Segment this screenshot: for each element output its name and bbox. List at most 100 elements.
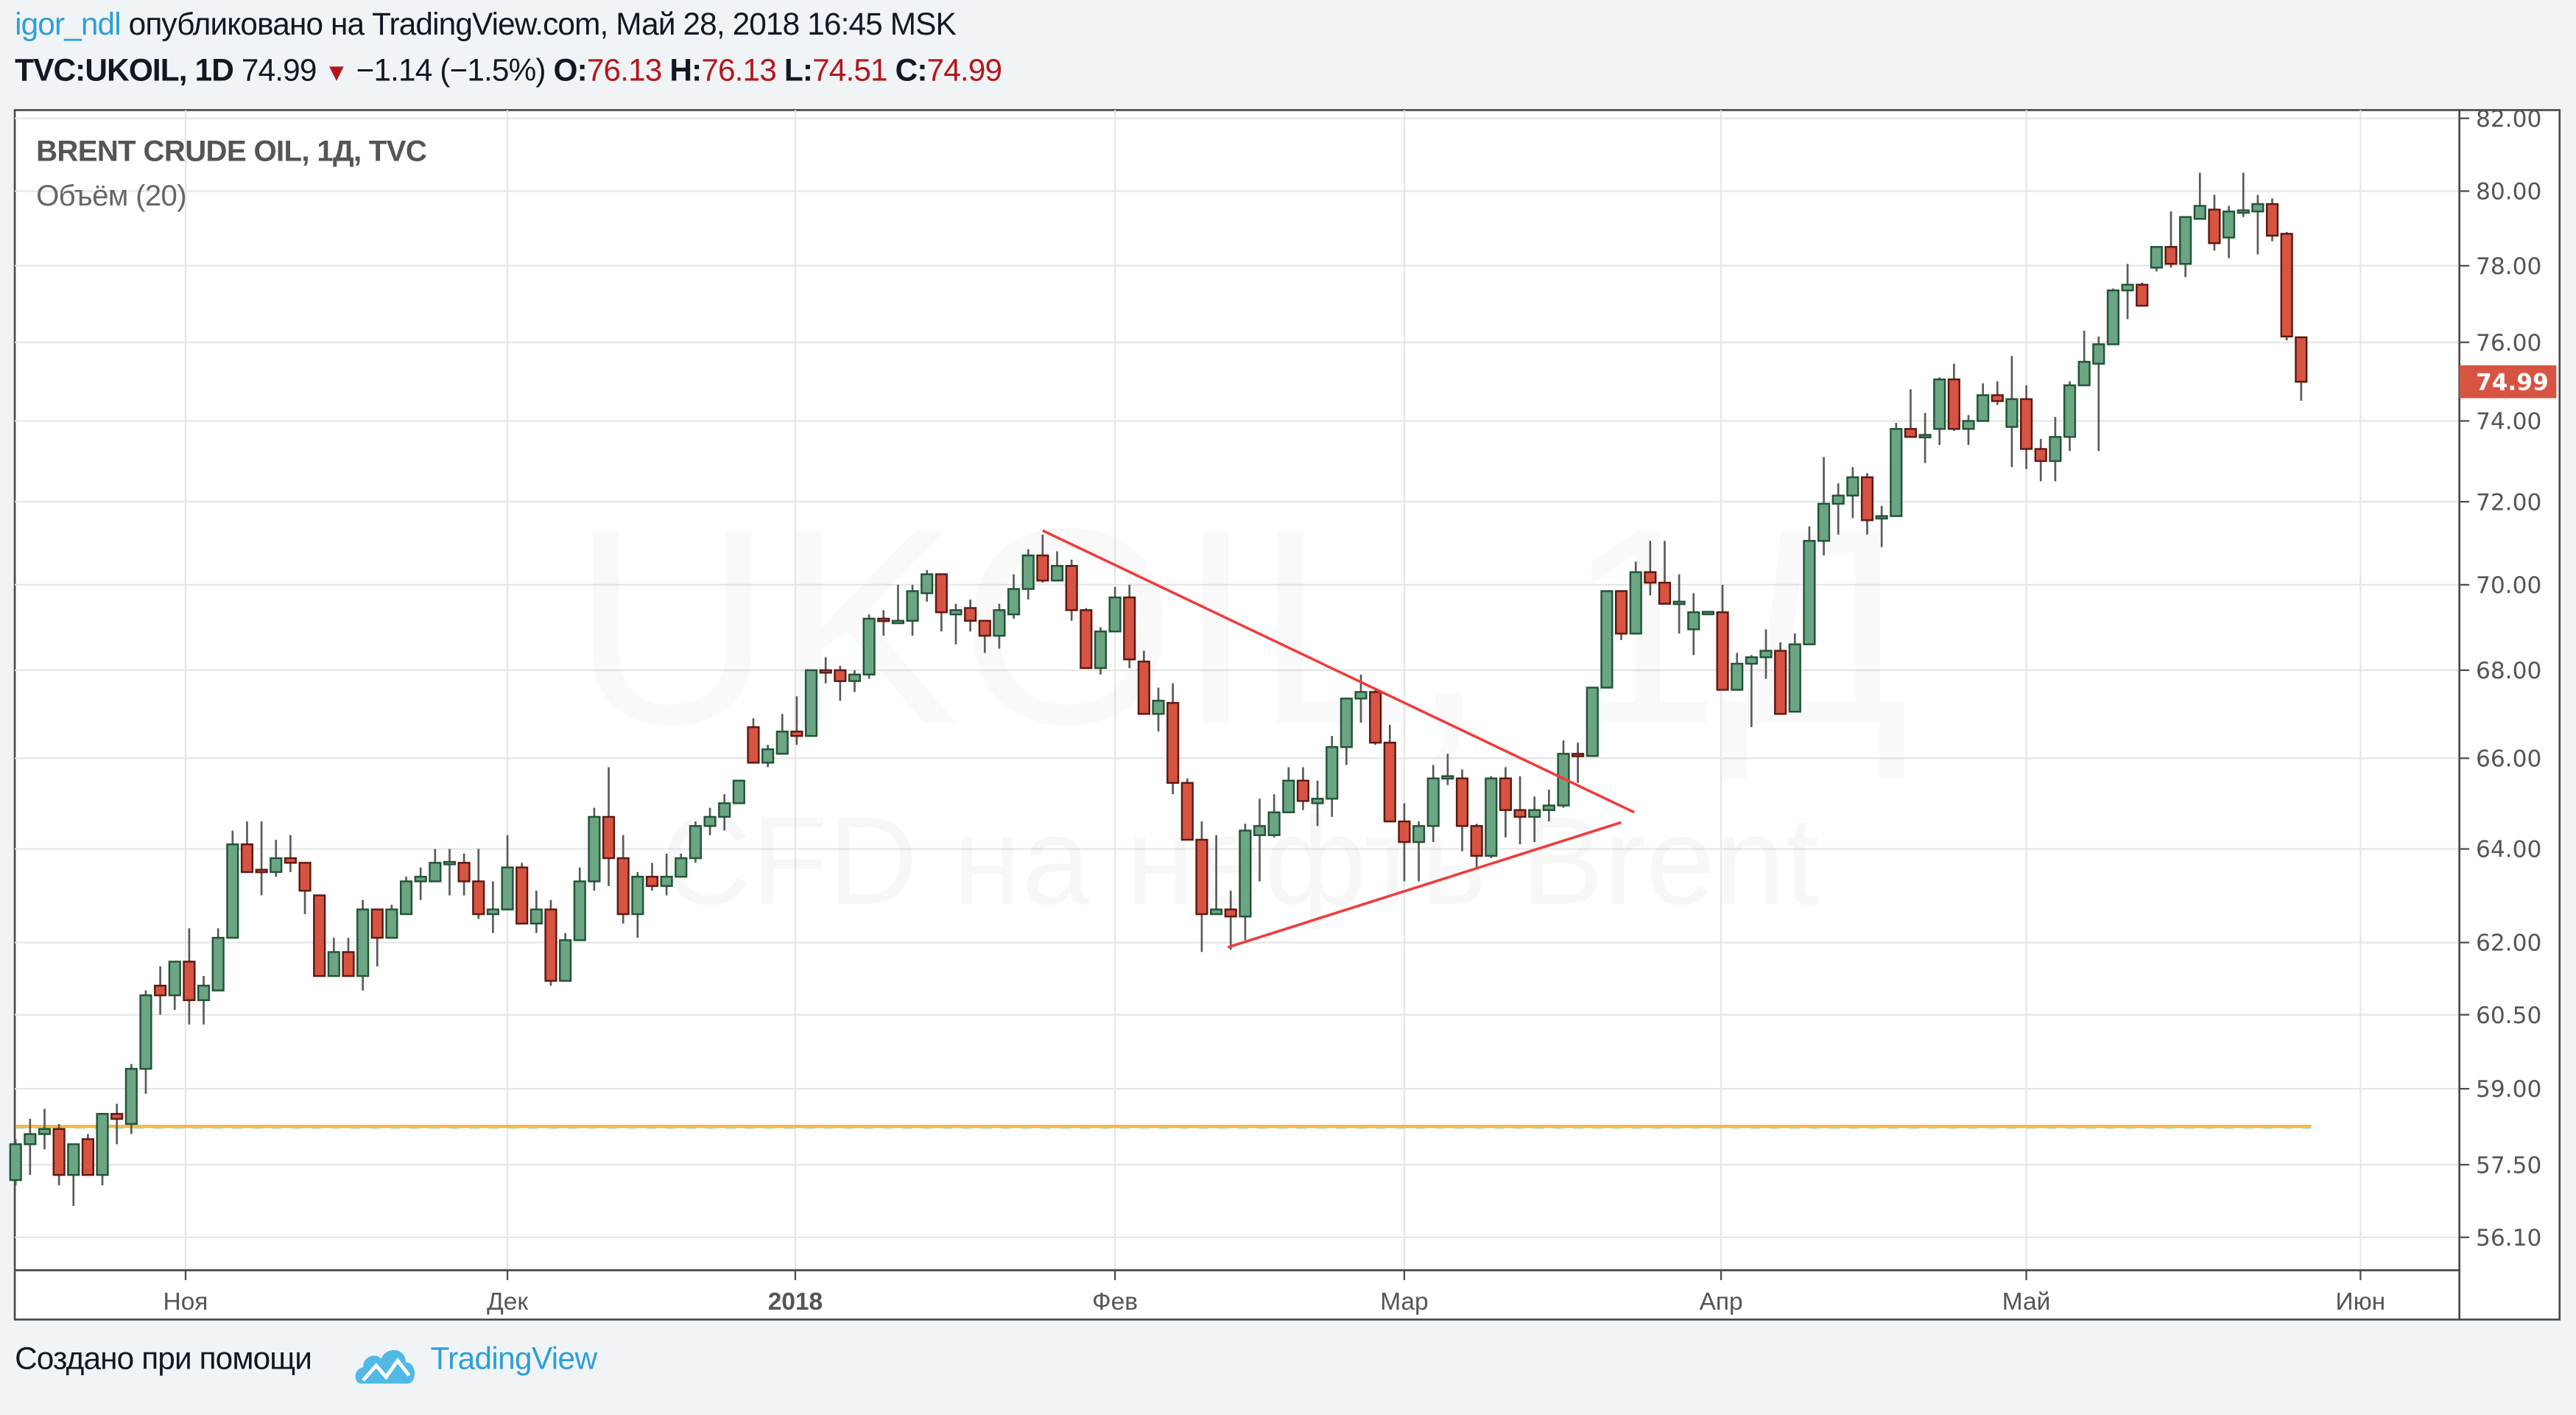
candle [616, 835, 630, 924]
candle [862, 614, 876, 679]
candle-body-up [399, 880, 413, 916]
candle-body-up [993, 609, 1006, 637]
price-tag-box [2459, 365, 2557, 398]
candle-body-down [1036, 554, 1049, 582]
candle [761, 745, 775, 768]
candle-body-down [284, 857, 298, 864]
candle-body-up [1528, 809, 1541, 818]
candle-body-up [775, 730, 789, 755]
candle-body-up [891, 619, 905, 625]
candle-body-up [2092, 343, 2105, 365]
close-value: 74.99 [926, 54, 1002, 89]
candle [168, 961, 181, 1010]
candle-body-up [1962, 420, 1975, 430]
candle-body-down [1455, 777, 1469, 827]
candle-body-down [1296, 779, 1310, 802]
author-link[interactable]: igor_ndl [15, 8, 122, 43]
volume-legend[interactable]: Объём (20) [36, 179, 187, 212]
candle-body-up [1875, 515, 1888, 520]
candle [1137, 650, 1150, 715]
candle-body-down [1398, 820, 1411, 843]
candle-body-down [1904, 428, 1918, 438]
price-tick-label: 62.00 [2476, 930, 2541, 957]
high-label: H: [669, 54, 702, 89]
price-tick-label: 60.50 [2476, 1003, 2541, 1029]
candle [197, 976, 211, 1025]
candle-body-down [370, 908, 384, 939]
time-tick-label: Май [2002, 1288, 2051, 1316]
candle-body-up [2077, 360, 2091, 387]
time-axis[interactable]: Ноя Дек 2018 Фев Мар Апр Май Июн [163, 1270, 2386, 1316]
candle [298, 862, 312, 915]
candle-body-down [1991, 394, 2004, 402]
candle-body-up [588, 815, 601, 882]
candle [284, 835, 298, 872]
candle-body-up [1441, 775, 1454, 780]
candle-body-up [1412, 825, 1426, 843]
candle [1180, 778, 1194, 841]
candle-body-up [1933, 378, 1946, 430]
candle-body-up [1745, 656, 1758, 665]
price-tick-label: 70.00 [2476, 572, 2541, 599]
candle-body-down [1947, 378, 1960, 430]
candle [24, 1118, 37, 1176]
candle [1716, 584, 1729, 691]
candle-body-up [906, 590, 919, 622]
candle-body-down [1137, 660, 1150, 715]
price-tick-label: 56.10 [2476, 1225, 2541, 1251]
candle-body-down [1572, 753, 1585, 757]
candle-body-down [2034, 448, 2047, 463]
candle [1629, 561, 1642, 635]
candle [2280, 231, 2293, 341]
candle [2237, 172, 2250, 217]
candle-body-down [81, 1138, 94, 1176]
candle [1788, 633, 1801, 713]
triangle-lower-trendline[interactable] [1227, 821, 1622, 949]
price-tick-label: 57.50 [2476, 1152, 2541, 1179]
candle-body-down [472, 880, 485, 916]
tradingview-link[interactable]: TradingView [430, 1342, 597, 1377]
candle-body-up [1542, 804, 1555, 811]
candle [1817, 457, 1831, 556]
candle [2034, 438, 2047, 482]
candle-body-up [1050, 565, 1064, 582]
candle-body-down [1614, 590, 1628, 635]
candle-body-up [529, 908, 543, 925]
candle [1239, 824, 1252, 941]
candle [1080, 608, 1093, 670]
close-label: C: [895, 54, 928, 89]
series-legend[interactable]: BRENT CRUDE OIL, 1Д, TVC [36, 134, 427, 168]
candle [1065, 559, 1078, 621]
candle [645, 863, 659, 891]
candle-body-up [949, 609, 963, 616]
candle [631, 871, 644, 938]
candle [370, 908, 384, 966]
candle [1152, 687, 1165, 732]
candle [183, 928, 196, 1025]
symbol-name: TVC:UKOIL, 1D [15, 54, 234, 89]
candle [1513, 776, 1527, 845]
candle-body-down [544, 908, 557, 982]
candle-body-down [2136, 284, 2149, 307]
candle-body-up [1209, 908, 1223, 916]
candle-body-up [270, 857, 283, 874]
candle-body-up [1586, 687, 1599, 757]
candle [9, 1139, 22, 1186]
candle-body-up [1108, 596, 1122, 633]
candle-body-up [356, 908, 370, 977]
price-axis[interactable]: 82.00 80.00 78.00 76.00 74.00 72.00 70.00 68.00… [2459, 106, 2542, 1251]
triangle-upper-trendline[interactable] [1042, 529, 1636, 814]
candle-body-up [718, 802, 731, 818]
drawings[interactable] [1042, 529, 1636, 949]
candle [660, 853, 673, 896]
candle [457, 853, 471, 896]
candle-body-up [1803, 540, 1816, 645]
candle [1398, 803, 1411, 882]
candle [1296, 767, 1310, 810]
candle [211, 928, 225, 991]
time-tick-label: 2018 [768, 1288, 823, 1316]
candle [935, 573, 948, 632]
candle [1600, 590, 1613, 689]
candle [790, 696, 803, 745]
